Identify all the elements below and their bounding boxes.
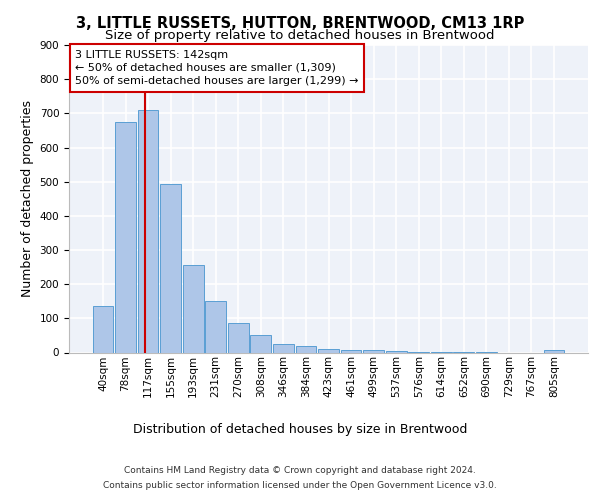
Text: Contains HM Land Registry data © Crown copyright and database right 2024.: Contains HM Land Registry data © Crown c… — [124, 466, 476, 475]
Bar — [137, 110, 158, 352]
Bar — [228, 324, 248, 352]
Bar — [273, 344, 294, 352]
Bar — [250, 334, 271, 352]
Y-axis label: Number of detached properties: Number of detached properties — [21, 100, 34, 297]
Bar — [205, 301, 226, 352]
Bar — [183, 266, 203, 352]
Bar — [160, 184, 181, 352]
Text: Contains public sector information licensed under the Open Government Licence v3: Contains public sector information licen… — [103, 481, 497, 490]
Bar — [296, 346, 316, 352]
Text: Size of property relative to detached houses in Brentwood: Size of property relative to detached ho… — [105, 29, 495, 42]
Bar — [318, 349, 339, 352]
Bar — [363, 350, 384, 352]
Text: 3 LITTLE RUSSETS: 142sqm
← 50% of detached houses are smaller (1,309)
50% of sem: 3 LITTLE RUSSETS: 142sqm ← 50% of detach… — [75, 50, 359, 86]
Bar — [115, 122, 136, 352]
Text: Distribution of detached houses by size in Brentwood: Distribution of detached houses by size … — [133, 422, 467, 436]
Bar — [341, 350, 361, 352]
Bar — [544, 350, 565, 352]
Text: 3, LITTLE RUSSETS, HUTTON, BRENTWOOD, CM13 1RP: 3, LITTLE RUSSETS, HUTTON, BRENTWOOD, CM… — [76, 16, 524, 31]
Bar — [92, 306, 113, 352]
